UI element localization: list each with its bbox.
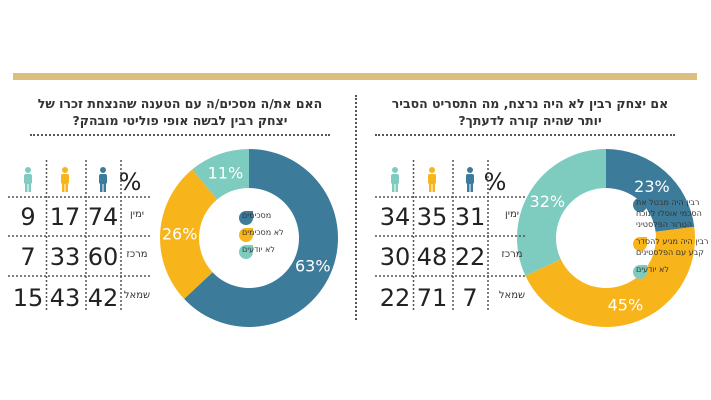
slice-value-label: 26% xyxy=(162,225,198,244)
legend-label: לא יודעים xyxy=(242,245,275,254)
table-cell: 74 xyxy=(88,203,119,231)
donut-slice-2 xyxy=(525,226,695,327)
table-cell: 31 xyxy=(455,203,486,231)
person-icon-blue xyxy=(466,167,474,192)
legend-drop-icon xyxy=(633,237,647,251)
row-label: שמאל xyxy=(499,290,525,301)
title-divider-right xyxy=(375,134,675,136)
table-cell: 9 xyxy=(20,203,35,231)
slice-value-label: 32% xyxy=(530,192,566,211)
legend-drop-icon xyxy=(239,245,253,259)
table-cell: 43 xyxy=(50,284,81,312)
table-cell: 34 xyxy=(380,203,411,231)
table-cell: 22 xyxy=(380,284,411,312)
table-cell: 17 xyxy=(50,203,81,231)
table-cell: 7 xyxy=(20,243,35,271)
row-label: מרכז xyxy=(501,249,522,260)
row-label: מרכז xyxy=(126,249,147,260)
person-icon-teal xyxy=(391,167,399,192)
legend-label: רבין היה מגיע להסדר xyxy=(636,237,708,246)
donut-slice-2 xyxy=(160,169,218,299)
legend-label: לא מסכימים xyxy=(242,228,284,237)
title-divider-left xyxy=(30,134,330,136)
table-cell: 42 xyxy=(88,284,119,312)
slice-value-label: 11% xyxy=(208,164,244,183)
donut-slice-1 xyxy=(184,149,338,327)
legend-drop-icon xyxy=(239,211,253,225)
table-cell: 71 xyxy=(417,284,448,312)
chart-title-left: האם את/ה מסכים/ה עם הטענה שהנצחת זכרו של… xyxy=(37,96,323,128)
donut-slice-3 xyxy=(192,149,249,200)
donut-slice-3 xyxy=(517,149,606,276)
top-accent-bar xyxy=(13,73,697,80)
chart-title-right: אם יצחק רבין לא היה נרצח, מה התסריט הסבי… xyxy=(391,96,669,128)
slice-value-label: 45% xyxy=(608,296,644,315)
legend-label: הסכמי אוסלו לנוכח xyxy=(636,209,702,218)
legend-label: רבין היה מבטל את xyxy=(636,198,699,207)
legend-label: מסכימים xyxy=(242,211,271,220)
legend-drop-icon xyxy=(633,198,647,212)
row-label: שמאל xyxy=(124,290,150,301)
slice-value-label: 63% xyxy=(295,257,331,276)
row-label: ימין xyxy=(130,209,144,220)
legend-label: לא יודעים xyxy=(636,265,669,274)
table-cell: 48 xyxy=(417,243,448,271)
table-header-percent: % xyxy=(484,168,507,196)
table-cell: 22 xyxy=(455,243,486,271)
panel-divider xyxy=(355,95,357,320)
person-icon-yellow xyxy=(428,167,436,192)
table-cell: 15 xyxy=(13,284,44,312)
person-icon-teal xyxy=(24,167,32,192)
table-cell: 30 xyxy=(380,243,411,271)
donut-slice-1 xyxy=(606,149,695,232)
person-icon-blue xyxy=(99,167,107,192)
legend-label: קבע עם הפלסטינים xyxy=(636,248,704,257)
legend-label: הטרור הפלסטיני xyxy=(636,220,692,229)
row-label: ימין xyxy=(505,209,519,220)
legend-drop-icon xyxy=(633,265,647,279)
table-cell: 33 xyxy=(50,243,81,271)
slice-value-label: 23% xyxy=(634,177,670,196)
table-header-percent: % xyxy=(119,168,142,196)
table-cell: 35 xyxy=(417,203,448,231)
table-cell: 7 xyxy=(462,284,477,312)
table-cell: 60 xyxy=(88,243,119,271)
person-icon-yellow xyxy=(61,167,69,192)
legend-drop-icon xyxy=(239,228,253,242)
